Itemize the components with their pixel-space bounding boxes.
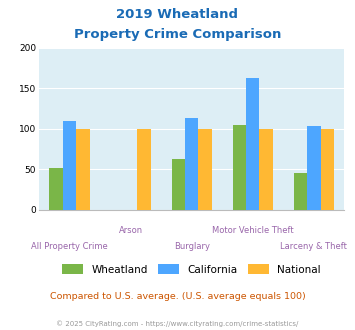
Text: Motor Vehicle Theft: Motor Vehicle Theft bbox=[212, 226, 294, 235]
Bar bbox=[246, 78, 260, 210]
Bar bbox=[76, 129, 90, 210]
Text: Larceny & Theft: Larceny & Theft bbox=[280, 242, 347, 251]
Bar bbox=[233, 125, 246, 210]
Text: Arson: Arson bbox=[119, 226, 143, 235]
Text: Compared to U.S. average. (U.S. average equals 100): Compared to U.S. average. (U.S. average … bbox=[50, 292, 305, 301]
Bar bbox=[185, 118, 198, 210]
Text: All Property Crime: All Property Crime bbox=[31, 242, 108, 251]
Text: Property Crime Comparison: Property Crime Comparison bbox=[74, 28, 281, 41]
Bar bbox=[63, 121, 76, 210]
Bar bbox=[137, 129, 151, 210]
Bar bbox=[198, 129, 212, 210]
Legend: Wheatland, California, National: Wheatland, California, National bbox=[58, 260, 325, 279]
Text: © 2025 CityRating.com - https://www.cityrating.com/crime-statistics/: © 2025 CityRating.com - https://www.city… bbox=[56, 320, 299, 327]
Text: 2019 Wheatland: 2019 Wheatland bbox=[116, 8, 239, 21]
Bar bbox=[260, 129, 273, 210]
Bar bbox=[307, 126, 321, 210]
Bar bbox=[294, 173, 307, 210]
Bar bbox=[171, 159, 185, 210]
Bar bbox=[321, 129, 334, 210]
Bar bbox=[49, 168, 63, 210]
Text: Burglary: Burglary bbox=[174, 242, 210, 251]
